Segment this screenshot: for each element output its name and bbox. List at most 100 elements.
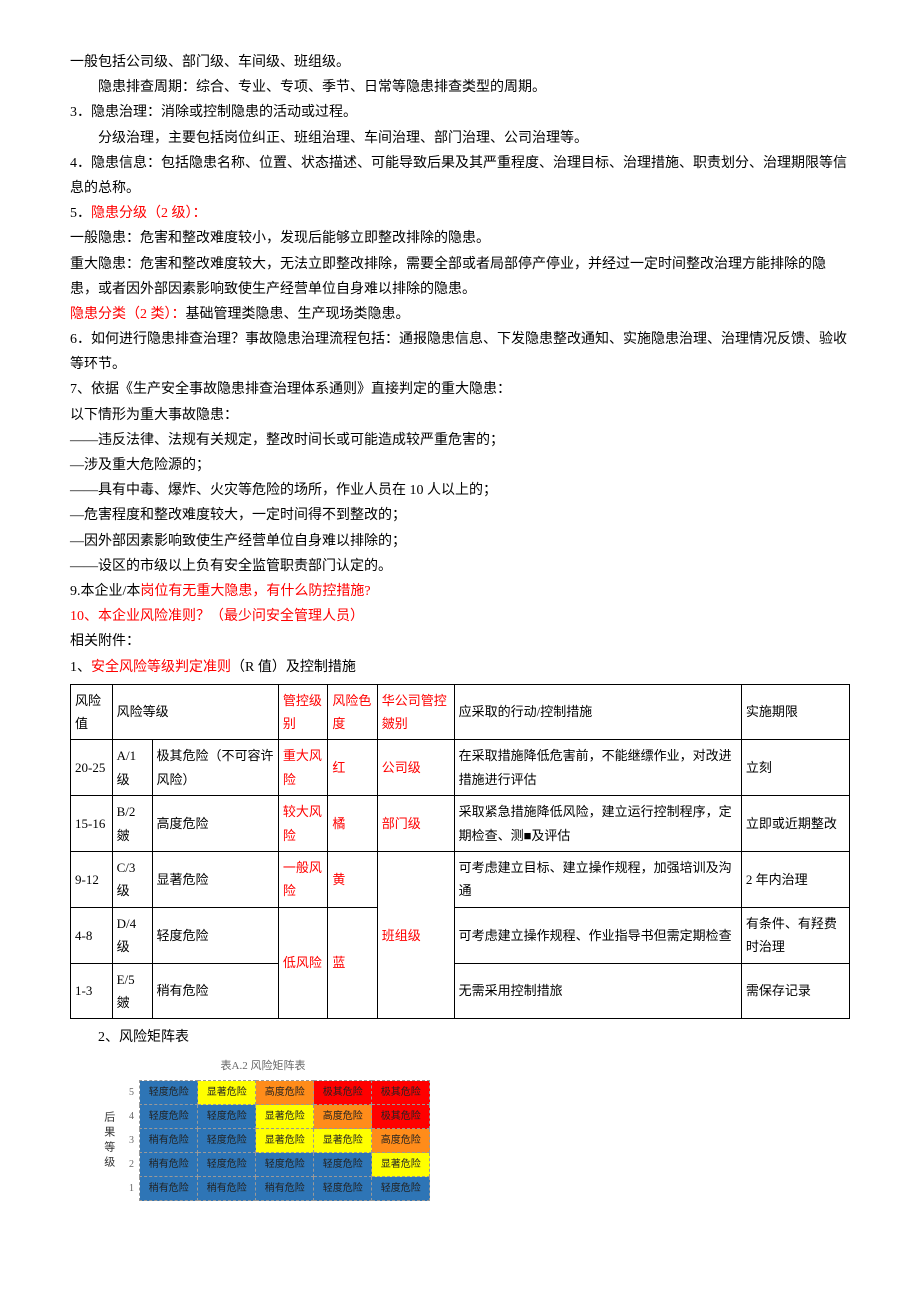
matrix-cell: 显著危险 xyxy=(198,1081,256,1105)
cell-deadline: 立即或近期整改 xyxy=(741,796,849,852)
para-7: 7、依据《生产安全事故隐患排查治理体系通则》直接判定的重大隐患： xyxy=(70,377,850,402)
matrix-ylabel: 后果等级 xyxy=(98,1111,118,1171)
para-5-num: 5． xyxy=(70,206,91,221)
para-9a: 9.本企业/本 xyxy=(70,584,140,599)
bullet-4: —危害程度和整改难度较大，一定时间得不到整改的； xyxy=(70,503,850,528)
cell-level: 班组级 xyxy=(377,852,454,1019)
bullet-1: ——违反法律、法规有关规定，整改时间长或可能造成较严重危害的； xyxy=(70,428,850,453)
cell-level: 公司级 xyxy=(377,740,454,796)
matrix-cell: 高度危险 xyxy=(372,1129,430,1153)
th-risk-value: 风险值 xyxy=(71,684,113,740)
matrix-cell: 高度危险 xyxy=(314,1105,372,1129)
cell-ctrl: 重大风险 xyxy=(278,740,327,796)
para-7b: 以下情形为重大事故隐患： xyxy=(70,403,850,428)
cell-color: 黄 xyxy=(328,852,377,908)
bullet-2: —涉及重大危险源的； xyxy=(70,453,850,478)
matrix-cell: 显著危险 xyxy=(256,1105,314,1129)
table-row: 15-16 B/2 皴 高度危险 较大风险 橘 部门级 采取紧急措施降低风险，建… xyxy=(71,796,850,852)
cell-grade: C/3 级 xyxy=(112,852,152,908)
cell-color: 蓝 xyxy=(328,907,377,1019)
cell-color: 红 xyxy=(328,740,377,796)
matrix-cell: 极其危险 xyxy=(372,1081,430,1105)
table-row: 4-8 D/4 级 轻度危险 低风险 蓝 可考虑建立操作规程、作业指导书但需定期… xyxy=(71,907,850,963)
para-10: 10、本企业风险准则？（最少问安全管理人员） xyxy=(70,604,850,629)
bullet-3: ——具有中毒、爆炸、火灾等危险的场所，作业人员在 10 人以上的； xyxy=(70,478,850,503)
para-5: 5．隐患分级（2 级）： xyxy=(70,201,850,226)
cell-action: 采取紧急措施降低风险，建立运行控制程序，定期检查、测■及评估 xyxy=(454,796,741,852)
cell-val: 15-16 xyxy=(71,796,113,852)
th-action: 应采取的行动/控制措施 xyxy=(454,684,741,740)
matrix-cell: 轻度危险 xyxy=(314,1153,372,1177)
cell-level: 部门级 xyxy=(377,796,454,852)
table-row: 1-3 E/5 皴 稍有危险 无需采用控制措旅 需保存记录 xyxy=(71,963,850,1019)
cell-deadline: 立刻 xyxy=(741,740,849,796)
risk-criteria-table: 风险值 风险等级 管控级别 风险色度 华公司管控皴别 应采取的行动/控制措施 实… xyxy=(70,684,850,1020)
para-hazard-class: 隐患分类（2 类）：基础管理类隐患、生产现场类隐患。 xyxy=(70,302,850,327)
cell-danger: 高度危险 xyxy=(152,796,278,852)
a1-title: 安全风险等级判定准则 xyxy=(91,660,231,675)
cell-ctrl: 低风险 xyxy=(278,907,327,1019)
cell-grade: E/5 皴 xyxy=(112,963,152,1019)
matrix-cell: 轻度危险 xyxy=(198,1129,256,1153)
matrix-rownum: 4 xyxy=(124,1105,140,1129)
matrix-cell: 轻度危险 xyxy=(198,1105,256,1129)
cell-grade: B/2 皴 xyxy=(112,796,152,852)
para-5-title: 隐患分级（2 级）： xyxy=(91,206,207,221)
bullet-5: —因外部因素影响致使生产经营单位自身难以排除的； xyxy=(70,529,850,554)
cell-grade: D/4 级 xyxy=(112,907,152,963)
cell-deadline: 有条件、有羟费时治理 xyxy=(741,907,849,963)
a1-num: 1、 xyxy=(70,660,91,675)
cell-action: 在采取措施降低危害前，不能继缥作业，对改进措施进行评估 xyxy=(454,740,741,796)
cell-ctrl: 一般风险 xyxy=(278,852,327,908)
matrix-cell: 极其危险 xyxy=(314,1081,372,1105)
matrix-cell: 极其危险 xyxy=(372,1105,430,1129)
cell-danger: 极其危险（不可容许风险） xyxy=(152,740,278,796)
matrix-rownum: 3 xyxy=(124,1129,140,1153)
para-9: 9.本企业/本岗位有无重大隐患，有什么防控措施? xyxy=(70,579,850,604)
matrix-cell: 稍有危险 xyxy=(140,1177,198,1201)
matrix-cell: 轻度危险 xyxy=(198,1153,256,1177)
cell-deadline: 需保存记录 xyxy=(741,963,849,1019)
matrix-cell: 稍有危险 xyxy=(140,1129,198,1153)
matrix-rownum: 5 xyxy=(124,1081,140,1105)
hazard-class-title: 隐患分类（2 类）： xyxy=(70,307,186,322)
para-general-hazard: 一般隐患：危害和整改难度较小，发现后能够立即整改排除的隐患。 xyxy=(70,226,850,251)
matrix-rownum: 2 xyxy=(124,1153,140,1177)
th-company-level: 华公司管控皴别 xyxy=(377,684,454,740)
matrix-cell: 稍有危险 xyxy=(198,1177,256,1201)
cell-action: 可考虑建立目标、建立操作规程，加强培训及沟通 xyxy=(454,852,741,908)
para-appendix-2: 2、风险矩阵表 xyxy=(70,1025,850,1050)
cell-val: 9-12 xyxy=(71,852,113,908)
cell-val: 1-3 xyxy=(71,963,113,1019)
matrix-title: 表A.2 风险矩阵表 xyxy=(98,1057,428,1077)
cell-val: 4-8 xyxy=(71,907,113,963)
cell-danger: 显著危险 xyxy=(152,852,278,908)
para-9b: 岗位有无重大隐患，有什么防控措施? xyxy=(140,584,370,599)
risk-matrix-block: 表A.2 风险矩阵表 后果等级 5轻度危险显著危险高度危险极其危险极其危险4轻度… xyxy=(98,1057,850,1202)
matrix-cell: 稍有危险 xyxy=(256,1177,314,1201)
matrix-cell: 显著危险 xyxy=(372,1153,430,1177)
matrix-cell: 轻度危险 xyxy=(256,1153,314,1177)
cell-danger: 稍有危险 xyxy=(152,963,278,1019)
para-major-hazard: 重大隐患：危害和整改难度较大，无法立即整改排除，需要全部或者局部停产停业，并经过… xyxy=(70,252,850,302)
cell-action: 可考虑建立操作规程、作业指导书但需定期检查 xyxy=(454,907,741,963)
th-risk-grade: 风险等级 xyxy=(112,684,278,740)
matrix-cell: 高度危险 xyxy=(256,1081,314,1105)
hazard-class-body: 基础管理类隐患、生产现场类隐患。 xyxy=(186,307,410,322)
matrix-cell: 显著危险 xyxy=(314,1129,372,1153)
a1-tail: （R 值）及控制措施 xyxy=(231,660,356,675)
para-6: 6．如何进行隐患排查治理？事故隐患治理流程包括：通报隐患信息、下发隐患整改通知、… xyxy=(70,327,850,377)
para-3b: 分级治理，主要包括岗位纠正、班组治理、车间治理、部门治理、公司治理等。 xyxy=(70,126,850,151)
matrix-cell: 显著危险 xyxy=(256,1129,314,1153)
cell-danger: 轻度危险 xyxy=(152,907,278,963)
para-4: 4．隐患信息：包括隐患名称、位置、状态描述、可能导致后果及其严重程度、治理目标、… xyxy=(70,151,850,201)
cell-color: 橘 xyxy=(328,796,377,852)
cell-grade: A/1 级 xyxy=(112,740,152,796)
th-deadline: 实施期限 xyxy=(741,684,849,740)
para-levels: 一般包括公司级、部门级、车间级、班组级。 xyxy=(70,50,850,75)
matrix-cell: 轻度危险 xyxy=(372,1177,430,1201)
para-appendix: 相关附件： xyxy=(70,629,850,654)
matrix-cell: 轻度危险 xyxy=(314,1177,372,1201)
matrix-cell: 稍有危险 xyxy=(140,1153,198,1177)
matrix-cell: 轻度危险 xyxy=(140,1081,198,1105)
